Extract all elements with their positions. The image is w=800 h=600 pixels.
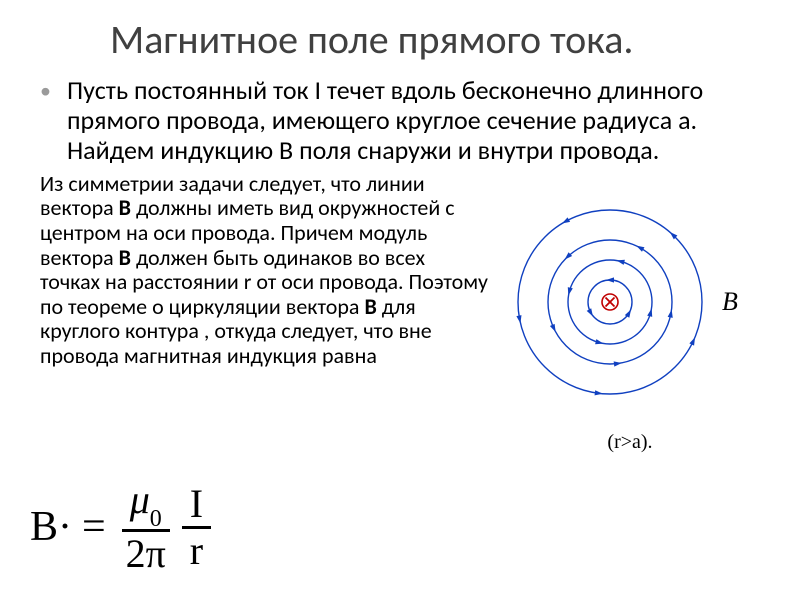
r-condition: (r>a). <box>500 431 760 454</box>
formula-eq: = <box>82 503 106 551</box>
formula-lhs: B· <box>30 503 72 551</box>
body-wrap: Из симметрии задачи следует, что линии в… <box>40 172 760 454</box>
intro-bullet: • Пусть постоянный ток I течет вдоль бес… <box>40 76 760 166</box>
mu-sub: 0 <box>150 506 162 532</box>
field-lines-svg: B <box>500 192 760 412</box>
frac2-den: r <box>190 529 203 571</box>
bullet-icon: • <box>40 80 51 102</box>
frac1-num: μ0 <box>122 480 170 532</box>
formula-frac-1: μ0 2π <box>122 480 170 574</box>
slide-title: Магнитное поле прямого тока. <box>110 18 760 62</box>
frac2-num: I <box>182 484 211 529</box>
svg-text:B: B <box>722 287 738 316</box>
formula-frac-2: I r <box>182 484 211 571</box>
slide: Магнитное поле прямого тока. • Пусть пос… <box>0 0 800 600</box>
bold-B-2: В <box>119 244 131 271</box>
frac1-den: 2π <box>126 532 166 574</box>
formula: B· = μ0 2π I r <box>30 480 217 574</box>
intro-text: Пусть постоянный ток I течет вдоль беско… <box>67 76 760 166</box>
field-diagram: B (r>a). <box>500 192 760 454</box>
mu: μ <box>130 477 150 522</box>
bold-B-1: В <box>119 194 131 221</box>
body-text: Из симметрии задачи следует, что линии в… <box>40 172 490 369</box>
bold-B-3: В <box>364 293 376 320</box>
